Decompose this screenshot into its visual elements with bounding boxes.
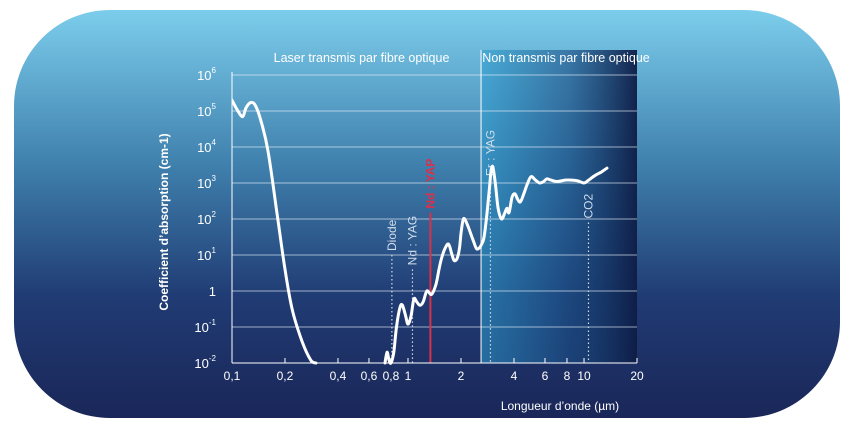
x-tick-label: 0,6 [361,369,378,383]
x-tick-label: 0,4 [330,369,347,383]
y-tick-label: 1 [209,284,216,299]
y-axis-label: Coefficient d’absorption (cm-1) [157,133,171,310]
y-tick-exponent: 5 [212,102,217,111]
y-tick-exponent: 4 [212,138,217,147]
region-title-non-transmitted: Non transmis par fibre optique [482,51,649,65]
absorption-series-line [232,98,318,365]
y-tick-exponent: 6 [212,66,217,75]
absorption-curve [232,98,609,365]
x-tick-label: 4 [511,369,518,383]
x-tick-label: 0,2 [277,369,294,383]
laser-label: Diode [385,219,399,251]
x-tick-label: 8 [564,369,571,383]
laser-label: Nd : YAP [423,159,437,209]
x-tick-label: 0,1 [224,369,241,383]
y-tick-exponent: 1 [212,246,217,255]
laser-label: Nd : YAG [405,216,419,266]
laser-markers: Diode Nd : YAG Nd : YAP Er : YAG CO2 [385,130,595,363]
y-tick-exponent: 2 [212,210,217,219]
y-tick-exponent: -2 [209,354,217,363]
x-tick-label: 6 [542,369,549,383]
axes [231,50,638,364]
x-tick-label: 20 [630,369,644,383]
x-tick-label: 1 [405,369,412,383]
absorption-series-line [383,164,609,365]
x-tick-label: 10 [577,369,591,383]
laser-label: Er : YAG [483,130,497,176]
x-axis-label: Longueur d’onde (µm) [501,399,619,413]
chart-background [14,10,840,418]
laser-label: CO2 [581,193,595,218]
y-tick-exponent: 3 [212,174,217,183]
region-title-transmitted: Laser transmis par fibre optique [274,51,450,65]
y-tick-exponent: -1 [209,318,217,327]
x-tick-label: 2 [458,369,465,383]
x-tick-label: 0,8 [383,369,400,383]
non-transmitted-region [481,50,637,363]
